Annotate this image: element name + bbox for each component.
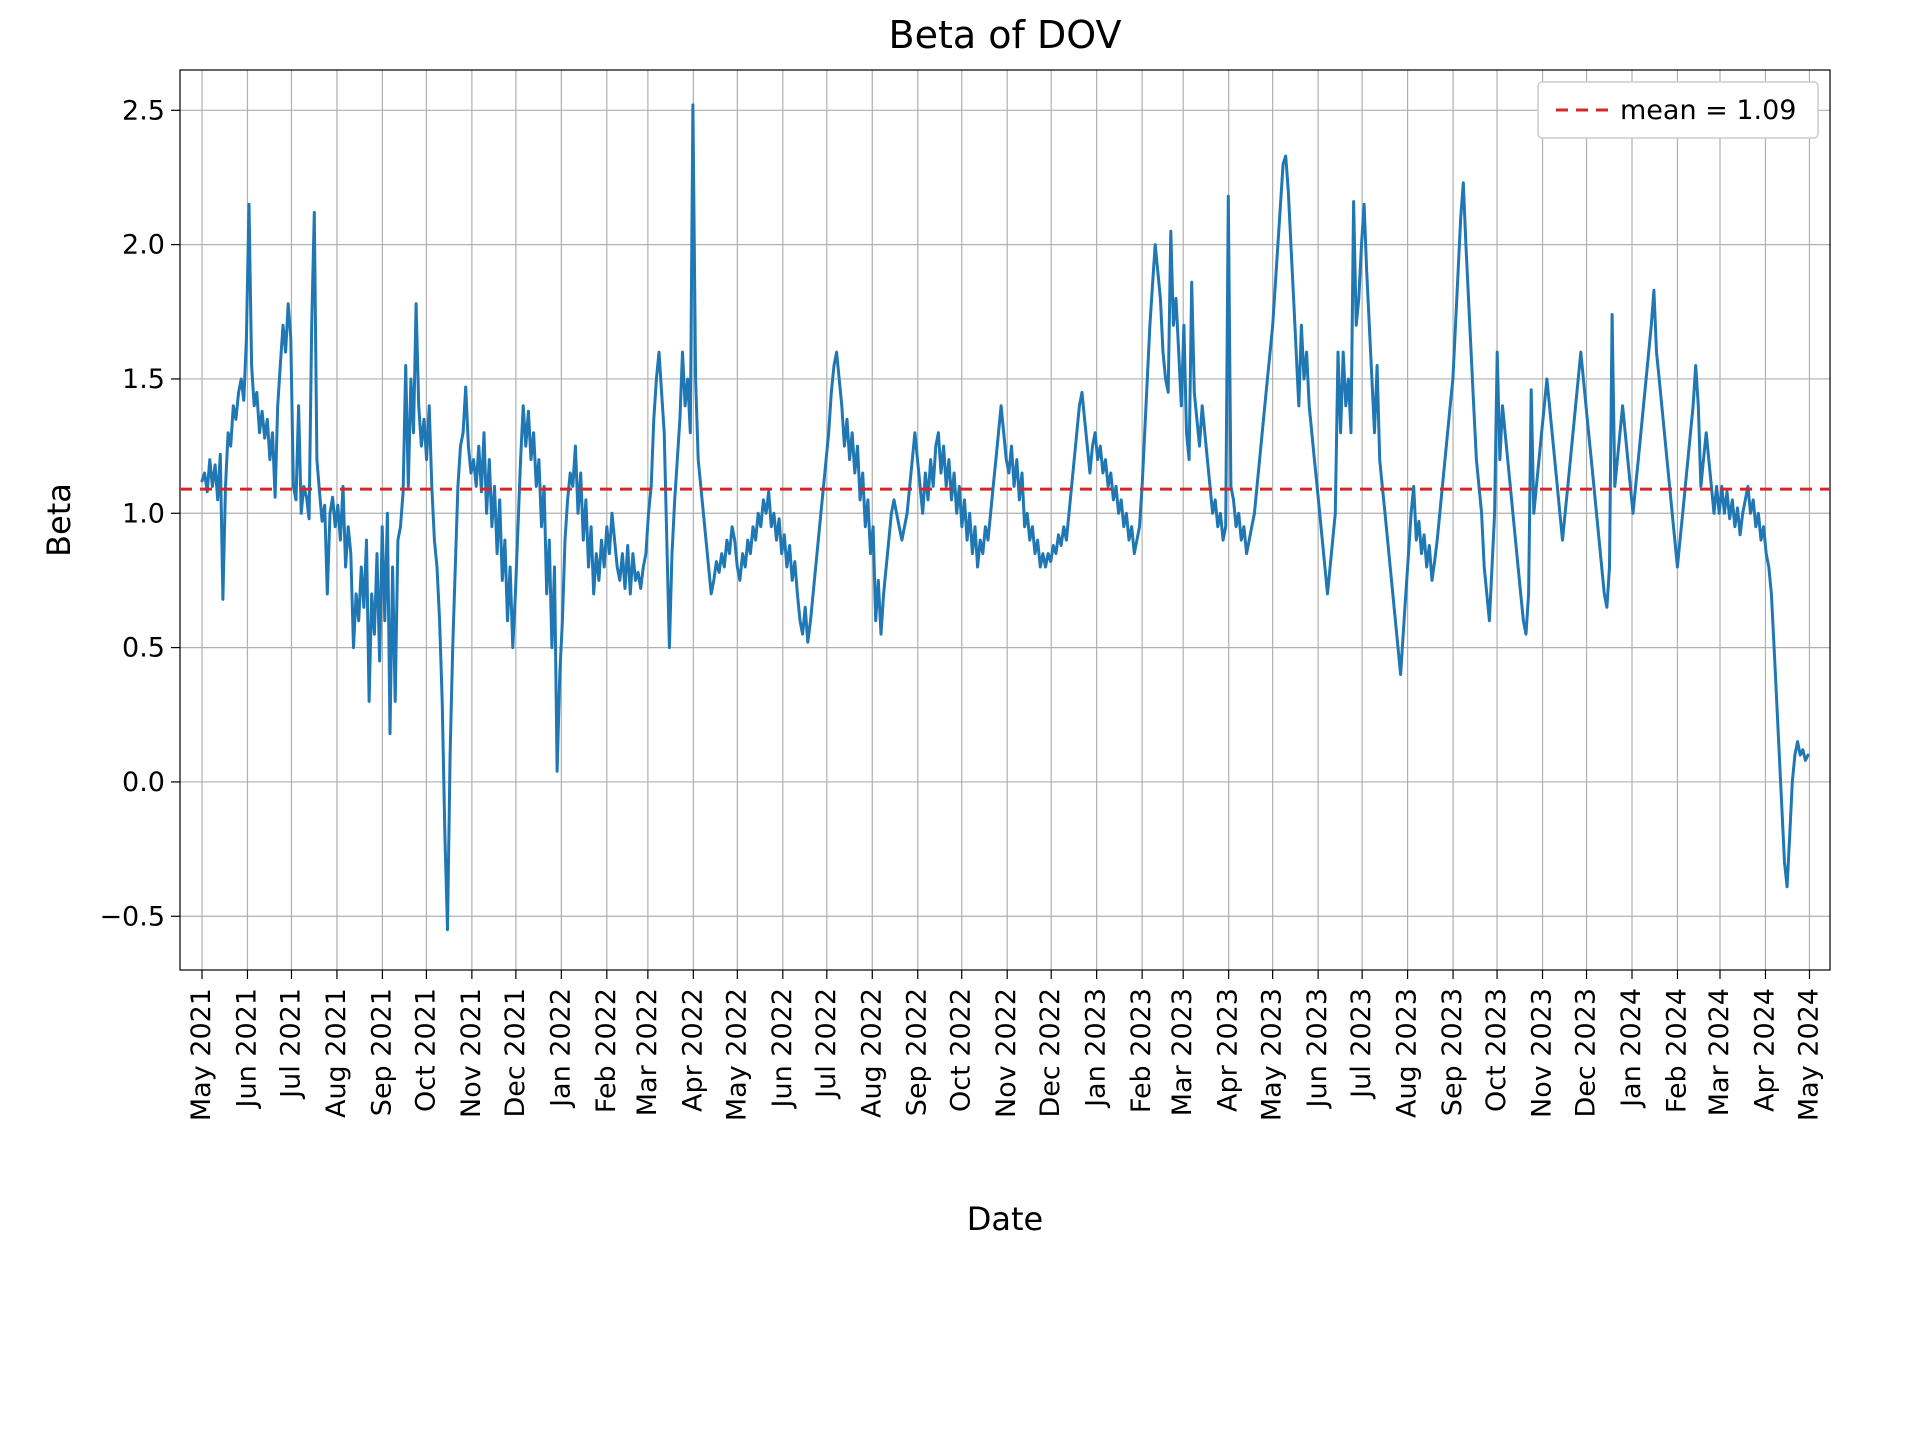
- x-tick-label: May 2024: [1793, 988, 1824, 1121]
- chart-svg: −0.5 0.0 0.5 1.0 1.5 2.0 2.5 May 2021 Jun 2021 J…: [0, 0, 1920, 1440]
- x-tick-label: Sep 2023: [1437, 988, 1468, 1116]
- x-tick-label: Jan 2024: [1616, 988, 1647, 1109]
- x-tick-label: May 2023: [1257, 988, 1288, 1121]
- x-tick-label: Feb 2024: [1661, 988, 1692, 1113]
- x-tick-label: Mar 2022: [632, 988, 663, 1116]
- x-tick-label: Jun 2021: [231, 988, 262, 1109]
- x-tick-label: Dec 2023: [1571, 988, 1602, 1118]
- y-tick-label: 2.0: [122, 230, 165, 261]
- x-tick-label: Feb 2023: [1126, 988, 1157, 1113]
- legend: mean = 1.09: [1538, 82, 1818, 138]
- x-tick-label: Dec 2021: [500, 988, 531, 1118]
- x-tick-label: Aug 2022: [856, 988, 887, 1118]
- x-axis-ticks: May 2021 Jun 2021 Jul 2021 Aug 2021 Sep 2021…: [186, 970, 1824, 1121]
- x-tick-label: Mar 2023: [1167, 988, 1198, 1116]
- x-tick-label: Jul 2023: [1346, 988, 1377, 1100]
- y-tick-label: −0.5: [99, 901, 165, 932]
- y-tick-label: 1.0: [122, 498, 165, 529]
- y-axis-label: Beta: [40, 483, 78, 557]
- x-tick-label: Jan 2023: [1081, 988, 1112, 1109]
- chart-container: −0.5 0.0 0.5 1.0 1.5 2.0 2.5 May 2021 Jun 2021 J…: [0, 0, 1920, 1440]
- x-axis-label: Date: [967, 1200, 1043, 1238]
- x-tick-label: Nov 2023: [1527, 988, 1558, 1118]
- x-tick-label: Apr 2023: [1213, 988, 1244, 1112]
- x-tick-label: Oct 2022: [946, 988, 977, 1112]
- x-tick-label: Jun 2023: [1302, 988, 1333, 1109]
- x-tick-label: Nov 2022: [991, 988, 1022, 1118]
- x-tick-label: Aug 2021: [321, 988, 352, 1118]
- x-tick-label: Oct 2021: [410, 988, 441, 1112]
- x-tick-label: Jun 2022: [767, 988, 798, 1109]
- plot-background: [180, 70, 1830, 970]
- x-tick-label: Oct 2023: [1481, 988, 1512, 1112]
- x-tick-label: Jul 2021: [275, 988, 306, 1100]
- y-tick-label: 2.5: [122, 95, 165, 126]
- x-tick-label: Sep 2021: [366, 988, 397, 1116]
- y-tick-label: 0.5: [122, 633, 165, 664]
- x-tick-label: Nov 2021: [456, 988, 487, 1118]
- x-tick-label: May 2022: [721, 988, 752, 1121]
- x-tick-label: Apr 2022: [677, 988, 708, 1112]
- y-tick-label: 0.0: [122, 767, 165, 798]
- x-tick-label: Jan 2022: [545, 988, 576, 1109]
- x-tick-label: Jul 2022: [811, 988, 842, 1100]
- x-tick-label: Apr 2024: [1749, 988, 1780, 1112]
- x-tick-label: Aug 2023: [1392, 988, 1423, 1118]
- x-tick-label: Dec 2022: [1035, 988, 1066, 1118]
- y-tick-label: 1.5: [122, 364, 165, 395]
- x-tick-label: Sep 2022: [902, 988, 933, 1116]
- x-tick-label: Mar 2024: [1704, 988, 1735, 1116]
- chart-title: Beta of DOV: [889, 13, 1122, 57]
- legend-label: mean = 1.09: [1620, 95, 1796, 126]
- x-tick-label: May 2021: [186, 988, 217, 1121]
- y-axis-ticks: −0.5 0.0 0.5 1.0 1.5 2.0 2.5: [99, 95, 180, 932]
- x-tick-label: Feb 2022: [591, 988, 622, 1113]
